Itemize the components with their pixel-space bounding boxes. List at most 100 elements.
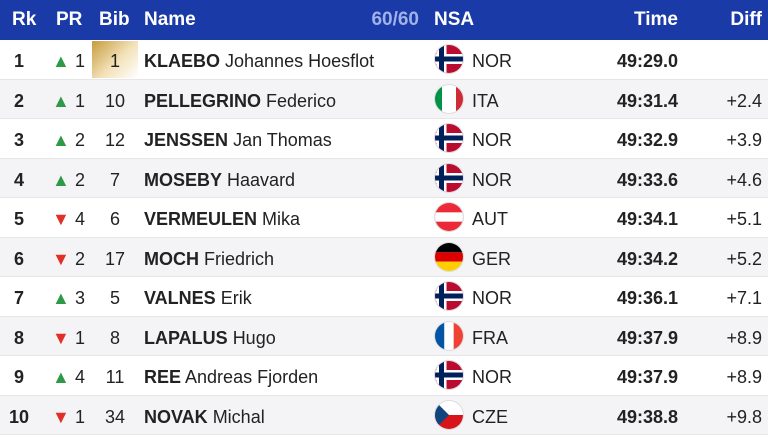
table-header: Rk PR Bib Name 60/60 NSA Time Diff [0,0,768,40]
table-row[interactable]: 9 ▲ 4 11 REE Andreas Fjorden NOR 49:37.9 +8.9 [0,356,768,396]
time-behind: +5.2 [726,248,762,269]
diff-column-header[interactable]: Diff [730,9,762,30]
trend-up-icon: ▲ [52,130,70,150]
bib: 6 [109,209,120,229]
athlete-name[interactable]: NOVAK Michal [144,396,265,436]
athlete-name[interactable]: VERMEULEN Mika [144,198,300,238]
rank: 6 [13,248,24,269]
time-behind [700,40,762,80]
flag-fra-icon [435,321,463,350]
athlete-last-name: MOCH [144,248,199,269]
flag-ita-icon [435,84,463,113]
trend-up-icon: ▲ [52,169,70,190]
bib: 5 [109,288,120,308]
finish-time: 49:34.2 [616,248,678,269]
finish-time: 49:29.0 [616,51,678,71]
athlete-name[interactable]: REE Andreas Fjorden [144,356,318,396]
rank-column-header[interactable]: Rk [12,9,37,30]
athlete-last-name: REE [144,367,182,387]
bib: 11 [105,367,125,387]
rank: 5 [13,209,24,229]
position-change: 2 [74,130,85,150]
trend-down-icon: ▼ [52,248,70,269]
athlete-name[interactable]: JENSSEN Jan Thomas [144,119,332,159]
finish-time: 49:37.9 [616,367,678,387]
nation-code: ITA [472,90,499,111]
bib: 8 [109,327,120,348]
position-change: 4 [74,209,85,229]
table-row[interactable]: 1 ▲ 1 1 KLAEBO Johannes Hoesflot NOR 49:29.0 [0,40,768,80]
position-change: 1 [74,90,85,111]
time-column-header[interactable]: Time [633,9,678,30]
position-change: 1 [74,327,85,348]
time-behind: +5.1 [726,209,762,229]
table-row[interactable]: 5 ▼ 4 6 VERMEULEN Mika AUT 49:34.1 +5.1 [0,198,768,238]
nation-code: AUT [472,209,508,229]
flag-nor-icon [435,45,463,73]
finish-time: 49:32.9 [616,130,678,150]
results-list: 1 ▲ 1 1 KLAEBO Johannes Hoesflot NOR 49:29.0 2 ▲… [0,40,768,435]
trend-up-icon: ▲ [52,367,70,387]
trend-up-icon: ▲ [52,288,70,308]
finish-time: 49:31.4 [616,90,678,111]
pr-column-header[interactable]: PR [56,9,83,30]
athlete-name[interactable]: LAPALUS Hugo [144,317,276,357]
time-behind: +4.6 [726,169,762,190]
athlete-last-name: VERMEULEN [144,209,258,229]
trend-down-icon: ▼ [52,327,70,348]
leader-bib: 1 [92,41,138,78]
flag-nor-icon [435,163,463,192]
bib: 7 [109,169,120,190]
position-change: 2 [74,169,85,190]
table-row[interactable]: 3 ▲ 2 12 JENSSEN Jan Thomas NOR 49:32.9 +3.9 [0,119,768,159]
athlete-name[interactable]: VALNES Erik [144,277,252,317]
finish-time: 49:37.9 [616,327,678,348]
rank: 1 [13,51,24,71]
nation-code: NOR [472,288,512,308]
bib: 17 [104,248,126,269]
rank: 9 [13,367,24,387]
time-behind: +2.4 [726,90,762,111]
table-row[interactable]: 10 ▼ 1 34 NOVAK Michal CZE 49:38.8 +9.8 [0,395,768,436]
athlete-name[interactable]: MOCH Friedrich [144,238,274,278]
athlete-name[interactable]: PELLEGRINO Federico [144,80,336,120]
finish-time: 49:38.8 [616,406,678,427]
time-behind: +3.9 [726,130,762,150]
nsa-column-header[interactable]: NSA [434,9,475,30]
athlete-name[interactable]: MOSEBY Haavard [144,159,295,199]
flag-cze-icon [435,400,463,429]
position-change: 2 [74,248,85,269]
bib: 34 [104,406,126,427]
time-behind: +7.1 [726,288,762,308]
rank: 4 [13,169,24,190]
table-row[interactable]: 7 ▲ 3 5 VALNES Erik NOR 49:36.1 +7.1 [0,277,768,317]
name-column-header[interactable]: Name [144,9,196,30]
time-behind: +9.8 [726,406,762,427]
bib-column-header[interactable]: Bib [99,9,130,30]
athlete-first-name: Federico [266,90,337,111]
nation-code: NOR [472,51,512,71]
position-change: 1 [74,406,85,427]
flag-ger-icon [435,242,463,271]
flag-nor-icon [435,361,463,389]
athlete-first-name: Mika [262,209,301,229]
athlete-first-name: Friedrich [204,248,275,269]
rank: 10 [8,406,30,427]
table-row[interactable]: 4 ▲ 2 7 MOSEBY Haavard NOR 49:33.6 +4.6 [0,158,768,199]
athlete-last-name: JENSSEN [144,130,229,150]
table-row[interactable]: 8 ▼ 1 8 LAPALUS Hugo FRA 49:37.9 +8.9 [0,316,768,357]
table-row[interactable]: 6 ▼ 2 17 MOCH Friedrich GER 49:34.2 +5.2 [0,237,768,278]
flag-aut-icon [435,203,463,231]
trend-up-icon: ▲ [52,90,70,111]
athlete-first-name: Johannes Hoesflot [225,51,375,71]
athlete-first-name: Jan Thomas [233,130,332,150]
nation-code: GER [472,248,512,269]
bib: 12 [104,130,126,150]
nation-code: FRA [472,327,508,348]
athlete-last-name: PELLEGRINO [144,90,262,111]
time-behind: +8.9 [726,367,762,387]
table-row[interactable]: 2 ▲ 1 10 PELLEGRINO Federico ITA 49:31.4 +2.4 [0,79,768,120]
position-change: 1 [74,51,85,71]
athlete-name[interactable]: KLAEBO Johannes Hoesflot [144,40,374,80]
